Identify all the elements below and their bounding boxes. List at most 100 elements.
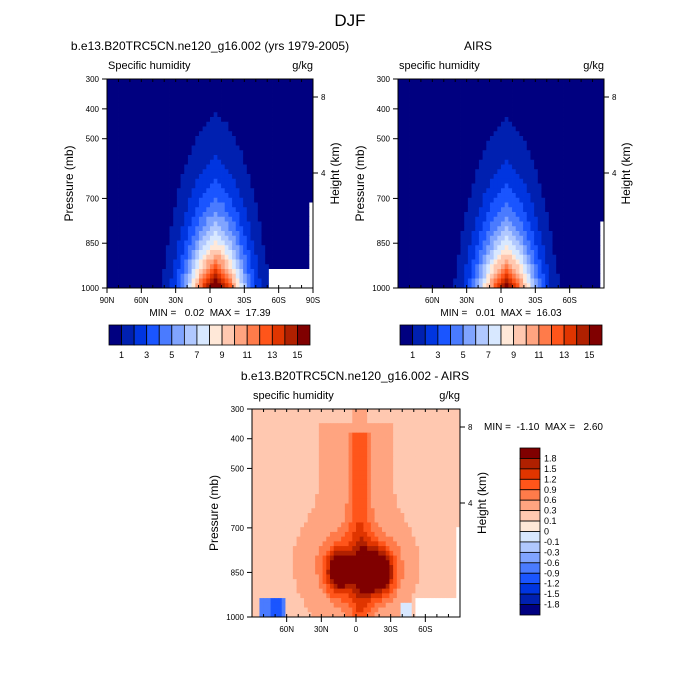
contour-cell xyxy=(405,164,410,170)
contour-cell xyxy=(431,145,436,151)
contour-cell xyxy=(147,245,152,251)
contour-cell xyxy=(596,107,601,113)
contour-cell xyxy=(217,264,222,270)
contour-cell xyxy=(585,231,590,237)
contour-cell xyxy=(574,102,579,108)
contour-cell xyxy=(143,226,148,232)
contour-cell xyxy=(409,212,414,218)
contour-cell xyxy=(268,93,273,99)
contour-cell xyxy=(398,83,403,89)
contour-cell xyxy=(401,136,406,142)
contour-cell xyxy=(176,102,181,108)
contour-cell xyxy=(475,226,480,232)
contour-cell xyxy=(412,221,417,227)
contour-cell xyxy=(427,136,432,142)
contour-cell xyxy=(217,79,222,85)
contour-cell xyxy=(438,140,443,146)
contour-cell xyxy=(132,140,137,146)
contour-cell xyxy=(191,259,196,265)
contour-cell xyxy=(467,112,472,118)
contour-cell xyxy=(438,188,443,194)
contour-cell xyxy=(309,131,314,137)
contour-cell xyxy=(268,269,273,275)
contour-cell xyxy=(169,216,174,222)
contour-cell xyxy=(232,136,237,142)
contour-cell xyxy=(283,164,288,170)
contour-cell xyxy=(301,207,307,213)
contour-cell xyxy=(294,140,299,146)
contour-cell xyxy=(176,250,181,256)
contour-cell xyxy=(136,79,141,85)
contour-cell xyxy=(132,145,137,151)
contour-cell xyxy=(154,183,159,189)
contour-cell xyxy=(114,231,119,237)
contour-cell xyxy=(173,226,178,232)
contour-cell xyxy=(431,112,436,118)
contour-cell xyxy=(534,174,539,180)
contour-cell xyxy=(202,121,207,127)
contour-cell xyxy=(523,278,528,284)
contour-cell xyxy=(420,245,425,251)
contour-cell xyxy=(265,231,270,237)
contour-cell xyxy=(232,98,237,104)
contour-cell xyxy=(559,250,564,256)
contour-cell xyxy=(592,254,598,260)
contour-cell xyxy=(600,269,605,275)
contour-cell xyxy=(129,212,134,218)
contour-cell xyxy=(456,183,461,189)
contour-cell xyxy=(460,193,465,199)
contour-cell xyxy=(453,240,458,246)
contour-cell xyxy=(118,250,123,256)
contour-cell xyxy=(121,145,126,151)
contour-cell xyxy=(563,202,568,208)
contour-cell xyxy=(276,259,281,265)
contour-cell xyxy=(467,273,472,279)
contour-cell xyxy=(184,193,189,199)
contour-cell xyxy=(309,174,314,180)
contour-cell xyxy=(445,245,450,251)
contour-cell xyxy=(243,164,248,170)
contour-cell xyxy=(165,193,170,199)
contour-cell xyxy=(537,150,542,156)
contour-cell xyxy=(467,131,472,137)
contour-cell xyxy=(309,283,314,289)
contour-cell xyxy=(489,174,495,180)
contour-cell xyxy=(173,183,178,189)
contour-cell xyxy=(298,93,303,99)
contour-cell xyxy=(596,226,601,232)
contour-cell xyxy=(257,207,262,213)
contour-cell xyxy=(202,136,207,142)
contour-cell xyxy=(305,140,310,146)
contour-cell xyxy=(434,202,439,208)
contour-cell xyxy=(173,231,178,237)
contour-cell xyxy=(151,112,156,118)
contour-cell xyxy=(254,183,259,189)
contour-cell xyxy=(464,240,469,246)
contour-cell xyxy=(427,93,432,99)
contour-cell xyxy=(217,221,222,227)
contour-cell xyxy=(405,79,410,85)
contour-cell xyxy=(489,273,495,279)
contour-cell xyxy=(600,174,605,180)
contour-cell xyxy=(523,226,528,232)
contour-cell xyxy=(515,221,520,227)
contour-cell xyxy=(420,102,425,108)
contour-cell xyxy=(534,79,539,85)
contour-cell xyxy=(497,216,502,222)
contour-cell xyxy=(224,202,229,208)
contour-cell xyxy=(210,188,215,194)
contour-cell xyxy=(158,221,163,227)
contour-cell xyxy=(570,93,575,99)
contour-cell xyxy=(301,216,307,222)
contour-cell xyxy=(169,207,174,213)
contour-cell xyxy=(169,235,174,241)
contour-cell xyxy=(559,117,564,123)
contour-cell xyxy=(427,254,432,260)
contour-cell xyxy=(198,93,204,99)
contour-cell xyxy=(464,235,469,241)
contour-cell xyxy=(570,178,575,184)
contour-cell xyxy=(221,221,226,227)
contour-cell xyxy=(261,140,266,146)
contour-cell xyxy=(475,155,480,161)
contour-cell xyxy=(257,250,262,256)
